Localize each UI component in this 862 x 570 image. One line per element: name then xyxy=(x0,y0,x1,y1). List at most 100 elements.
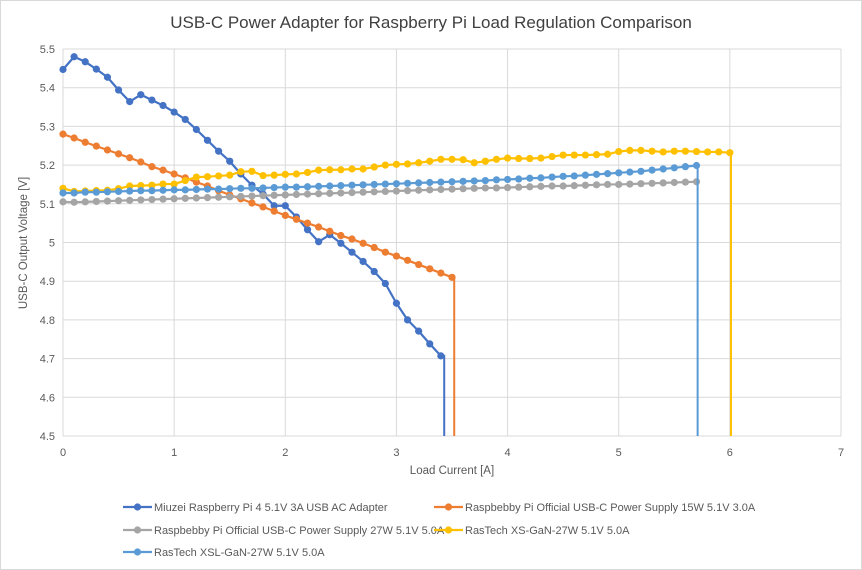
data-point xyxy=(392,180,401,188)
y-tick-label: 5.1 xyxy=(40,199,55,211)
data-point xyxy=(337,231,345,240)
series-cutoff-line xyxy=(729,151,732,436)
data-point xyxy=(137,182,145,190)
data-point xyxy=(403,316,412,324)
data-point xyxy=(281,170,289,178)
data-point xyxy=(281,211,289,220)
data-point xyxy=(326,189,334,197)
data-point xyxy=(392,160,401,168)
y-tick-label: 5.5 xyxy=(40,44,55,56)
data-point xyxy=(159,186,167,194)
data-point xyxy=(326,227,334,235)
data-point xyxy=(604,170,612,178)
data-point xyxy=(559,151,567,159)
legend-item: Miuzei Raspberry Pi 4 5.1V 3A USB AC Ada… xyxy=(123,502,388,514)
data-point xyxy=(715,148,723,156)
data-point xyxy=(437,185,445,194)
data-point xyxy=(148,187,156,195)
series-line xyxy=(62,180,697,204)
data-point xyxy=(315,166,323,174)
data-point xyxy=(337,166,345,174)
data-point xyxy=(226,171,234,179)
data-point xyxy=(570,151,578,159)
series-cutoff-line xyxy=(696,164,699,436)
data-point xyxy=(192,178,200,186)
data-point xyxy=(92,142,100,150)
data-point xyxy=(281,191,289,199)
data-point xyxy=(292,190,300,199)
data-point xyxy=(548,152,556,161)
data-point xyxy=(303,226,312,234)
data-point xyxy=(148,181,156,189)
data-point xyxy=(181,176,189,185)
data-point xyxy=(681,147,690,155)
data-point xyxy=(370,180,378,189)
data-point xyxy=(570,182,578,190)
series-line xyxy=(63,164,697,195)
data-point xyxy=(537,182,545,190)
data-point xyxy=(281,202,289,210)
data-point xyxy=(81,58,89,66)
data-point xyxy=(581,151,589,159)
data-point xyxy=(604,180,612,189)
y-tick-label: 5 xyxy=(49,238,55,250)
data-point xyxy=(92,197,100,206)
data-point xyxy=(392,187,401,195)
data-point xyxy=(337,182,345,190)
legend-item: RasTech XSL-GaN-27W 5.1V 5.0A xyxy=(123,547,325,559)
data-point xyxy=(70,53,78,61)
data-point xyxy=(692,161,701,170)
data-point xyxy=(192,185,200,194)
data-point xyxy=(470,159,478,167)
data-point xyxy=(548,173,556,181)
data-point xyxy=(315,182,323,190)
y-tick-label: 5.2 xyxy=(40,160,55,172)
data-point xyxy=(103,188,112,196)
data-point xyxy=(415,186,423,194)
data-point xyxy=(281,183,289,191)
data-point xyxy=(248,192,256,200)
data-point xyxy=(526,154,534,163)
data-point xyxy=(481,157,489,165)
data-point xyxy=(70,134,78,142)
data-point xyxy=(626,146,634,154)
data-point xyxy=(403,179,412,187)
data-point xyxy=(503,154,512,162)
data-point xyxy=(659,165,667,173)
x-tick-label: 0 xyxy=(60,447,66,459)
data-point xyxy=(192,194,200,202)
data-point xyxy=(548,182,556,190)
x-axis-ticks: 0 1 2 3 4 5 6 7 xyxy=(60,447,844,459)
data-point xyxy=(503,183,512,192)
data-point xyxy=(659,179,667,187)
data-point xyxy=(181,186,189,194)
y-axis-ticks: 4.5 4.6 4.7 4.8 4.9 5 5.1 5.2 5.3 5.4 5.5 xyxy=(40,44,55,443)
data-point xyxy=(215,172,223,180)
data-point xyxy=(470,177,478,185)
data-point xyxy=(126,196,134,204)
data-point xyxy=(526,183,534,191)
data-point xyxy=(259,184,267,192)
y-tick-label: 4.9 xyxy=(40,276,55,288)
y-tick-label: 4.6 xyxy=(40,392,55,404)
data-point xyxy=(592,170,601,178)
data-point xyxy=(503,175,512,184)
x-tick-label: 4 xyxy=(505,447,511,459)
data-point xyxy=(670,147,678,155)
x-axis-label: Load Current [A] xyxy=(410,465,494,477)
data-point xyxy=(492,176,501,184)
data-point xyxy=(359,165,367,173)
data-point xyxy=(170,186,178,194)
data-point xyxy=(426,157,434,165)
data-point xyxy=(248,199,256,207)
data-point xyxy=(170,180,178,188)
data-point xyxy=(137,187,145,195)
data-point xyxy=(148,195,156,204)
x-tick-label: 3 xyxy=(393,447,399,459)
data-point xyxy=(415,260,423,269)
legend-label: Raspbebby Pi Official USB-C Power Supply… xyxy=(154,525,445,537)
data-point xyxy=(381,180,389,188)
data-point xyxy=(403,256,412,264)
